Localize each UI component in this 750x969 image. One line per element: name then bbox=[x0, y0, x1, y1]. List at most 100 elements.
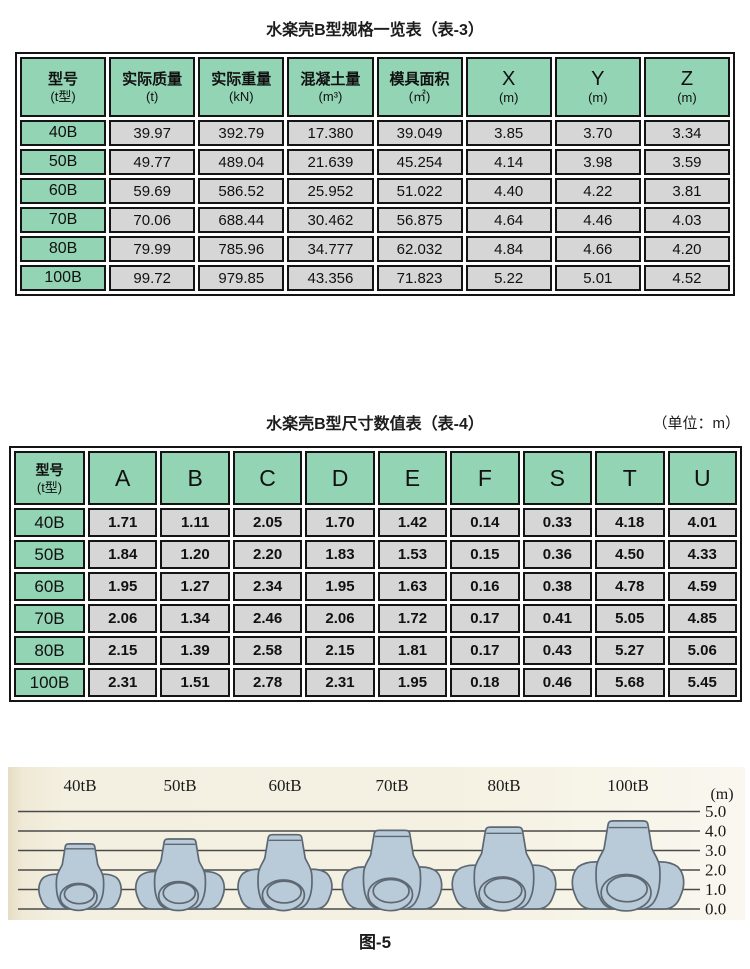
column-header-weight: 实际重量 (kN) bbox=[198, 57, 285, 117]
value-cell: 4.18 bbox=[595, 508, 665, 537]
row-model-label: 80B bbox=[20, 236, 107, 262]
value-cell: 62.032 bbox=[376, 236, 463, 262]
value-cell: 1.81 bbox=[377, 636, 448, 665]
value-cell: 785.96 bbox=[198, 236, 285, 262]
value-cell: 1.70 bbox=[305, 508, 375, 537]
value-cell: 4.40 bbox=[465, 178, 552, 204]
value-cell: 4.14 bbox=[465, 149, 552, 175]
value-cell: 0.15 bbox=[450, 540, 520, 569]
row-model-label: 80B bbox=[14, 636, 85, 665]
column-header-c: C bbox=[232, 451, 303, 505]
block-label: 60tB bbox=[268, 776, 301, 795]
value-cell: 0.18 bbox=[450, 668, 520, 697]
table-4-unit-note: （单位：m） bbox=[652, 415, 741, 432]
value-cell: 2.15 bbox=[305, 636, 375, 665]
block-label: 100tB bbox=[607, 776, 649, 795]
value-cell: 3.59 bbox=[643, 149, 730, 175]
column-header-x: X (m) bbox=[465, 57, 552, 117]
value-cell: 586.52 bbox=[198, 178, 285, 204]
table-row: 70B 70.06 688.44 30.462 56.875 4.64 4.46 4.03 bbox=[20, 207, 730, 233]
axis-unit-label: (m) bbox=[710, 786, 733, 803]
table-row: 60B 1.95 1.27 2.34 1.95 1.63 0.16 0.38 4.78 4.59 bbox=[14, 572, 737, 601]
dimension-table-4: 型号 (t型) A B C D E F S T U 40B 1.71 1.11 2.05… bbox=[9, 446, 742, 702]
value-cell: 25.952 bbox=[287, 178, 374, 204]
table-row: 80B 2.15 1.39 2.58 2.15 1.81 0.17 0.43 5.27 5.06 bbox=[14, 636, 737, 665]
column-header-e: E bbox=[377, 451, 448, 505]
row-model-label: 40B bbox=[20, 120, 107, 146]
wave-block: 70tB bbox=[341, 776, 443, 912]
scale-tick-label: 0.0 bbox=[705, 900, 726, 919]
scale-tick-label: 2.0 bbox=[705, 861, 726, 880]
value-cell: 1.39 bbox=[160, 636, 230, 665]
column-header-z: Z (m) bbox=[643, 57, 730, 117]
value-cell: 4.78 bbox=[595, 572, 665, 601]
value-cell: 39.049 bbox=[376, 120, 463, 146]
value-cell: 2.46 bbox=[232, 604, 303, 633]
value-cell: 1.95 bbox=[377, 668, 448, 697]
table-row: 100B 2.31 1.51 2.78 2.31 1.95 0.18 0.46 5.68 5.45 bbox=[14, 668, 737, 697]
value-cell: 79.99 bbox=[109, 236, 196, 262]
block-label: 50tB bbox=[163, 776, 196, 795]
table-row: 40B 1.71 1.11 2.05 1.70 1.42 0.14 0.33 4.18 4.01 bbox=[14, 508, 737, 537]
value-cell: 3.81 bbox=[643, 178, 730, 204]
value-cell: 2.15 bbox=[88, 636, 158, 665]
value-cell: 51.022 bbox=[376, 178, 463, 204]
value-cell: 4.59 bbox=[667, 572, 737, 601]
column-header-d: D bbox=[305, 451, 375, 505]
value-cell: 0.46 bbox=[522, 668, 593, 697]
column-header-u: U bbox=[667, 451, 737, 505]
block-label: 80tB bbox=[487, 776, 520, 795]
value-cell: 2.05 bbox=[232, 508, 303, 537]
value-cell: 2.20 bbox=[232, 540, 303, 569]
value-cell: 392.79 bbox=[198, 120, 285, 146]
value-cell: 1.63 bbox=[377, 572, 448, 601]
value-cell: 21.639 bbox=[287, 149, 374, 175]
value-cell: 0.36 bbox=[522, 540, 593, 569]
value-cell: 2.34 bbox=[232, 572, 303, 601]
value-cell: 2.31 bbox=[305, 668, 375, 697]
table-header-row: 型号 (t型) 实际质量 (t) 实际重量 (kN) 混凝土量 (m³) 模具面积 (㎡)… bbox=[20, 57, 730, 117]
row-model-label: 50B bbox=[14, 540, 85, 569]
column-header-mass: 实际质量 (t) bbox=[109, 57, 196, 117]
value-cell: 99.72 bbox=[109, 265, 196, 291]
value-cell: 4.33 bbox=[667, 540, 737, 569]
table-row: 80B 79.99 785.96 34.777 62.032 4.84 4.66 4.20 bbox=[20, 236, 730, 262]
value-cell: 5.45 bbox=[667, 668, 737, 697]
value-cell: 4.22 bbox=[554, 178, 641, 204]
value-cell: 71.823 bbox=[376, 265, 463, 291]
spec-table-3: 型号 (t型) 实际质量 (t) 实际重量 (kN) 混凝土量 (m³) 模具面积 (㎡)… bbox=[15, 52, 735, 296]
value-cell: 1.95 bbox=[88, 572, 158, 601]
scale-tick-label: 5.0 bbox=[705, 802, 726, 821]
value-cell: 34.777 bbox=[287, 236, 374, 262]
table-row: 60B 59.69 586.52 25.952 51.022 4.40 4.22 3.81 bbox=[20, 178, 730, 204]
row-model-label: 100B bbox=[20, 265, 107, 291]
value-cell: 0.33 bbox=[522, 508, 593, 537]
column-header-concrete: 混凝土量 (m³) bbox=[287, 57, 374, 117]
value-cell: 1.27 bbox=[160, 572, 230, 601]
value-cell: 4.52 bbox=[643, 265, 730, 291]
value-cell: 43.356 bbox=[287, 265, 374, 291]
value-cell: 1.20 bbox=[160, 540, 230, 569]
value-cell: 30.462 bbox=[287, 207, 374, 233]
value-cell: 1.83 bbox=[305, 540, 375, 569]
column-header-s: S bbox=[522, 451, 593, 505]
row-model-label: 70B bbox=[14, 604, 85, 633]
value-cell: 4.66 bbox=[554, 236, 641, 262]
table-3-title: 水楽壳B型规格一览表（表-3） bbox=[266, 22, 484, 39]
value-cell: 1.53 bbox=[377, 540, 448, 569]
value-cell: 4.50 bbox=[595, 540, 665, 569]
value-cell: 1.34 bbox=[160, 604, 230, 633]
value-cell: 5.68 bbox=[595, 668, 665, 697]
value-cell: 5.22 bbox=[465, 265, 552, 291]
column-header-b: B bbox=[160, 451, 230, 505]
table-row: 50B 1.84 1.20 2.20 1.83 1.53 0.15 0.36 4.50 4.33 bbox=[14, 540, 737, 569]
value-cell: 4.64 bbox=[465, 207, 552, 233]
value-cell: 0.16 bbox=[450, 572, 520, 601]
value-cell: 1.72 bbox=[377, 604, 448, 633]
value-cell: 3.70 bbox=[554, 120, 641, 146]
value-cell: 0.14 bbox=[450, 508, 520, 537]
value-cell: 1.95 bbox=[305, 572, 375, 601]
value-cell: 0.43 bbox=[522, 636, 593, 665]
value-cell: 70.06 bbox=[109, 207, 196, 233]
